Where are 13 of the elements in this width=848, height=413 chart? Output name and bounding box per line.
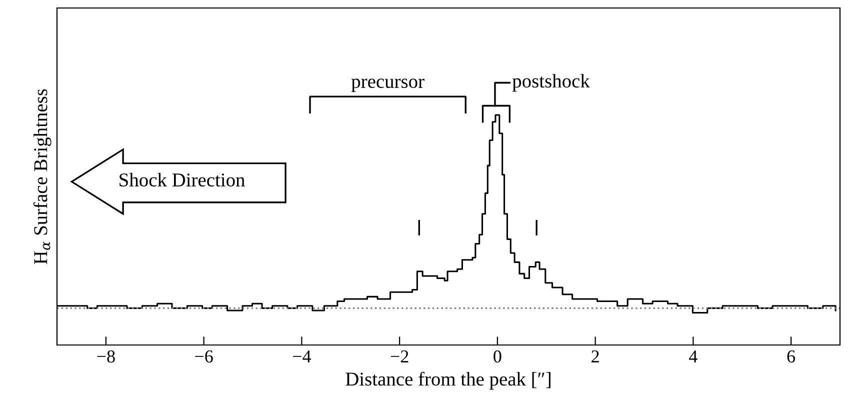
x-tick-label: 0 [494, 350, 502, 363]
x-tick-label: −6 [195, 350, 213, 363]
text: postshock [512, 74, 590, 92]
x-tick-label: −8 [97, 350, 115, 363]
x-tick-label: −2 [390, 350, 408, 362]
x-tick-label: 4 [689, 350, 698, 362]
x-tick-label: 2 [592, 350, 599, 362]
text: precursor [351, 78, 424, 92]
x-tick-label: −4 [292, 350, 312, 362]
annotation: Shock Direction [120, 172, 245, 187]
x-tick-label: 6 [787, 350, 796, 363]
y-axis-title: H$_{α}$ Surface Brightness [33, 89, 52, 264]
x-axis-title: Distance from the peak [″] [346, 372, 550, 390]
